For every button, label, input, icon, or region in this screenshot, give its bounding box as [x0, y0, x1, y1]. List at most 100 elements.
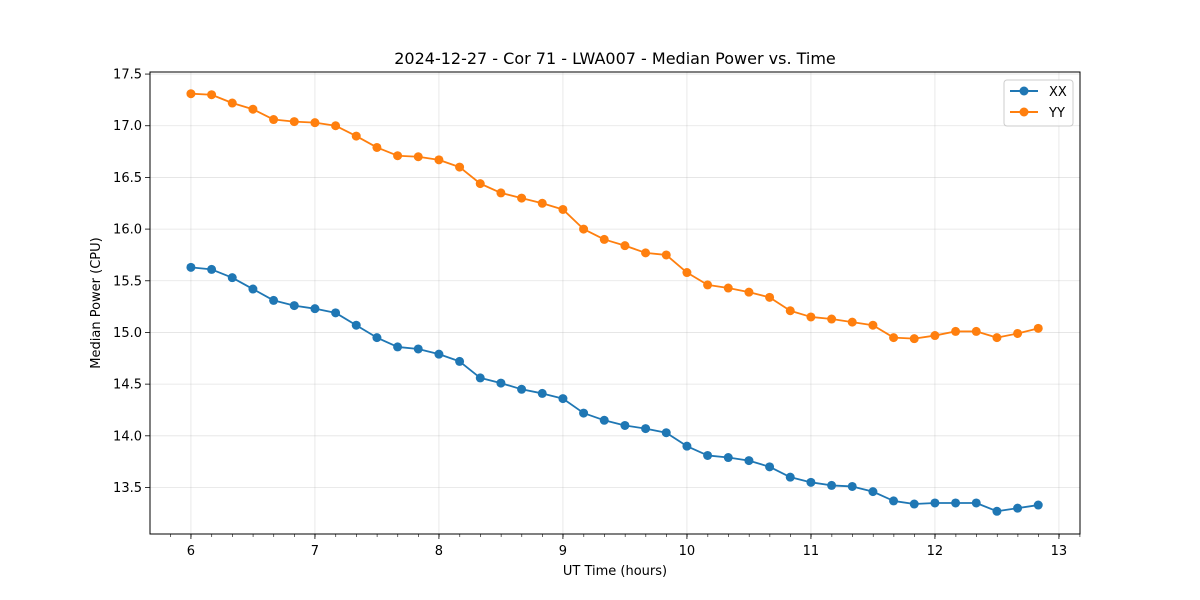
data-point-xx	[558, 394, 568, 404]
data-point-yy	[455, 162, 465, 172]
plot-frame	[149, 71, 1081, 535]
data-point-yy	[806, 312, 816, 322]
data-point-yy	[889, 333, 899, 343]
data-point-yy	[207, 90, 217, 100]
data-point-yy	[641, 248, 651, 258]
y-axis-label: Median Power (CPU)	[89, 237, 104, 368]
data-point-yy	[620, 241, 630, 251]
legend-label-xx: XX	[1049, 85, 1067, 100]
data-point-xx	[248, 284, 258, 294]
data-point-xx	[331, 308, 341, 318]
data-point-xx	[393, 342, 403, 352]
data-point-xx	[579, 408, 589, 418]
data-point-yy	[331, 121, 341, 131]
data-point-yy	[599, 234, 609, 244]
x-tick-label: 9	[559, 544, 567, 559]
data-point-yy	[785, 306, 795, 316]
data-point-xx	[971, 498, 981, 508]
x-tick-label: 12	[927, 544, 944, 559]
legend-marker-xx	[1019, 86, 1029, 96]
data-point-yy	[847, 317, 857, 327]
data-point-yy	[310, 118, 320, 128]
chart-title: 2024-12-27 - Cor 71 - LWA007 - Median Po…	[394, 49, 836, 68]
x-tick-label: 10	[679, 544, 696, 559]
data-point-xx	[992, 506, 1002, 516]
x-tick-label: 13	[1051, 544, 1068, 559]
data-point-xx	[1033, 500, 1043, 510]
data-point-xx	[269, 295, 279, 305]
data-point-xx	[227, 273, 237, 283]
data-point-xx	[703, 450, 713, 460]
data-point-yy	[744, 287, 754, 297]
data-point-yy	[496, 188, 506, 198]
x-tick-label: 8	[435, 544, 443, 559]
data-point-yy	[765, 292, 775, 302]
x-tick-label: 11	[803, 544, 820, 559]
legend-marker-yy	[1019, 107, 1029, 117]
data-point-xx	[785, 472, 795, 482]
data-point-xx	[289, 301, 299, 311]
y-tick-label: 14.5	[113, 378, 142, 393]
data-point-yy	[930, 331, 940, 341]
data-point-yy	[227, 98, 237, 108]
data-point-yy	[517, 193, 527, 203]
data-point-yy	[971, 326, 981, 336]
data-point-yy	[703, 280, 713, 290]
data-point-xx	[351, 320, 361, 330]
data-point-yy	[393, 151, 403, 161]
data-point-yy	[537, 198, 547, 208]
data-point-xx	[765, 462, 775, 472]
data-point-xx	[517, 384, 527, 394]
y-tick-label: 16.5	[113, 171, 142, 186]
data-point-xx	[661, 428, 671, 438]
data-point-yy	[827, 314, 837, 324]
data-point-yy	[661, 250, 671, 260]
data-point-xx	[744, 456, 754, 466]
y-tick-label: 13.5	[113, 481, 142, 496]
data-point-yy	[248, 104, 258, 114]
y-axis: 13.5 14.0 14.5 15.0 15.5 16.0 16.5 17.0 17.5	[113, 68, 150, 496]
y-tick-label: 15.5	[113, 274, 142, 289]
data-point-xx	[889, 496, 899, 506]
data-point-yy	[372, 142, 382, 152]
data-point-xx	[620, 420, 630, 430]
x-tick-label: 7	[311, 544, 319, 559]
y-tick-label: 15.0	[113, 326, 142, 341]
data-point-xx	[806, 477, 816, 487]
data-point-xx	[496, 378, 506, 388]
y-tick-label: 14.0	[113, 429, 142, 444]
data-point-xx	[186, 262, 196, 272]
data-point-xx	[537, 388, 547, 398]
series-layer	[186, 89, 1043, 516]
grid	[150, 72, 1080, 534]
data-point-yy	[1033, 323, 1043, 333]
plot-area	[150, 72, 1080, 534]
data-point-xx	[909, 499, 919, 509]
data-point-yy	[186, 89, 196, 99]
data-point-xx	[641, 424, 651, 434]
data-point-yy	[723, 283, 733, 293]
data-point-xx	[207, 264, 217, 274]
data-point-yy	[992, 333, 1002, 343]
data-point-xx	[310, 304, 320, 314]
data-point-xx	[682, 441, 692, 451]
data-point-yy	[951, 326, 961, 336]
data-point-yy	[413, 152, 423, 162]
y-tick-label: 16.0	[113, 223, 142, 238]
data-point-xx	[868, 487, 878, 497]
x-tick-label: 6	[187, 544, 195, 559]
data-point-yy	[434, 155, 444, 165]
data-point-xx	[930, 498, 940, 508]
data-point-xx	[434, 349, 444, 359]
data-point-yy	[682, 268, 692, 278]
data-point-xx	[951, 498, 961, 508]
data-point-yy	[558, 204, 568, 214]
data-point-yy	[475, 179, 485, 189]
legend: XX YY	[1003, 79, 1074, 127]
data-point-xx	[455, 356, 465, 366]
data-point-yy	[289, 117, 299, 127]
data-point-xx	[599, 415, 609, 425]
data-point-xx	[723, 453, 733, 463]
data-point-xx	[413, 344, 423, 354]
